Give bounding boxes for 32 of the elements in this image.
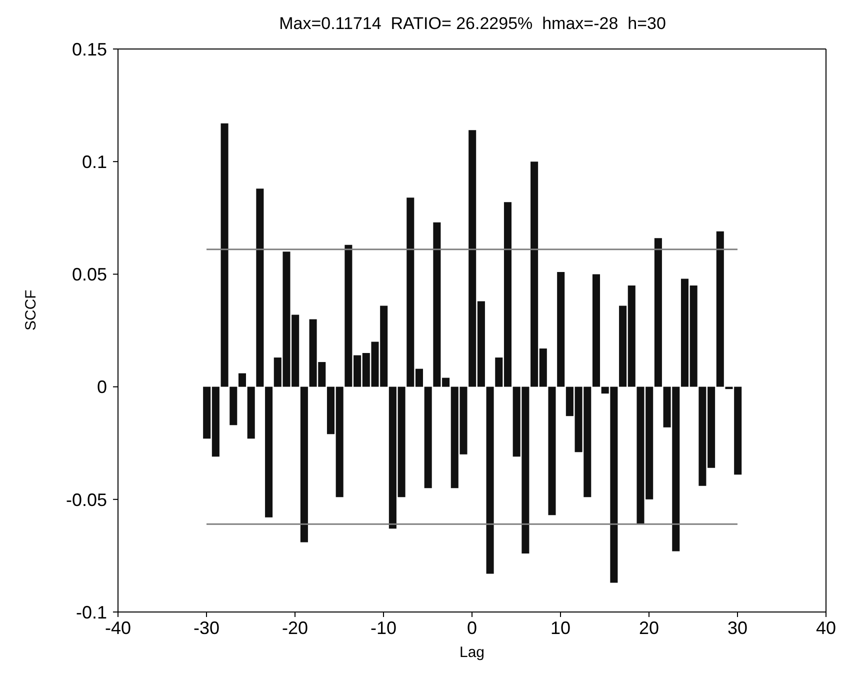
y-tick-label: 0.1 — [82, 152, 107, 172]
bar — [486, 386, 494, 574]
bar — [592, 274, 600, 387]
x-tick-label: -20 — [282, 618, 308, 638]
x-tick-label: 40 — [816, 618, 836, 638]
chart-title: Max=0.11714 RATIO= 26.2295% hmax=-28 h=30 — [278, 14, 667, 34]
bar — [300, 386, 308, 542]
bar — [716, 231, 724, 387]
y-tick-label: 0 — [96, 377, 107, 398]
x-tick-label: 0 — [466, 618, 478, 638]
bar — [265, 386, 273, 518]
bar — [230, 386, 238, 426]
y-tick-label: -0.1 — [76, 602, 107, 622]
x-tick-label: -40 — [104, 618, 132, 638]
x-axis-title: Lag — [459, 644, 485, 661]
bar — [247, 386, 255, 439]
x-tick-label: 10 — [550, 618, 571, 638]
x-tick-label: -30 — [193, 618, 220, 638]
bar — [256, 188, 264, 387]
bar — [557, 272, 565, 387]
y-axis-title: SCCF — [22, 290, 40, 330]
y-tick-label: -0.05 — [66, 490, 107, 510]
x-tick-label: -10 — [370, 618, 397, 638]
bar — [654, 238, 662, 387]
bar — [220, 123, 228, 387]
y-tick-label: 0.05 — [72, 264, 107, 285]
y-tick-label: 0.15 — [72, 39, 107, 60]
bar — [424, 386, 432, 488]
bar — [548, 386, 556, 516]
x-tick-label: 30 — [727, 618, 748, 638]
x-tick-label: 20 — [638, 618, 660, 638]
bar — [238, 373, 246, 387]
